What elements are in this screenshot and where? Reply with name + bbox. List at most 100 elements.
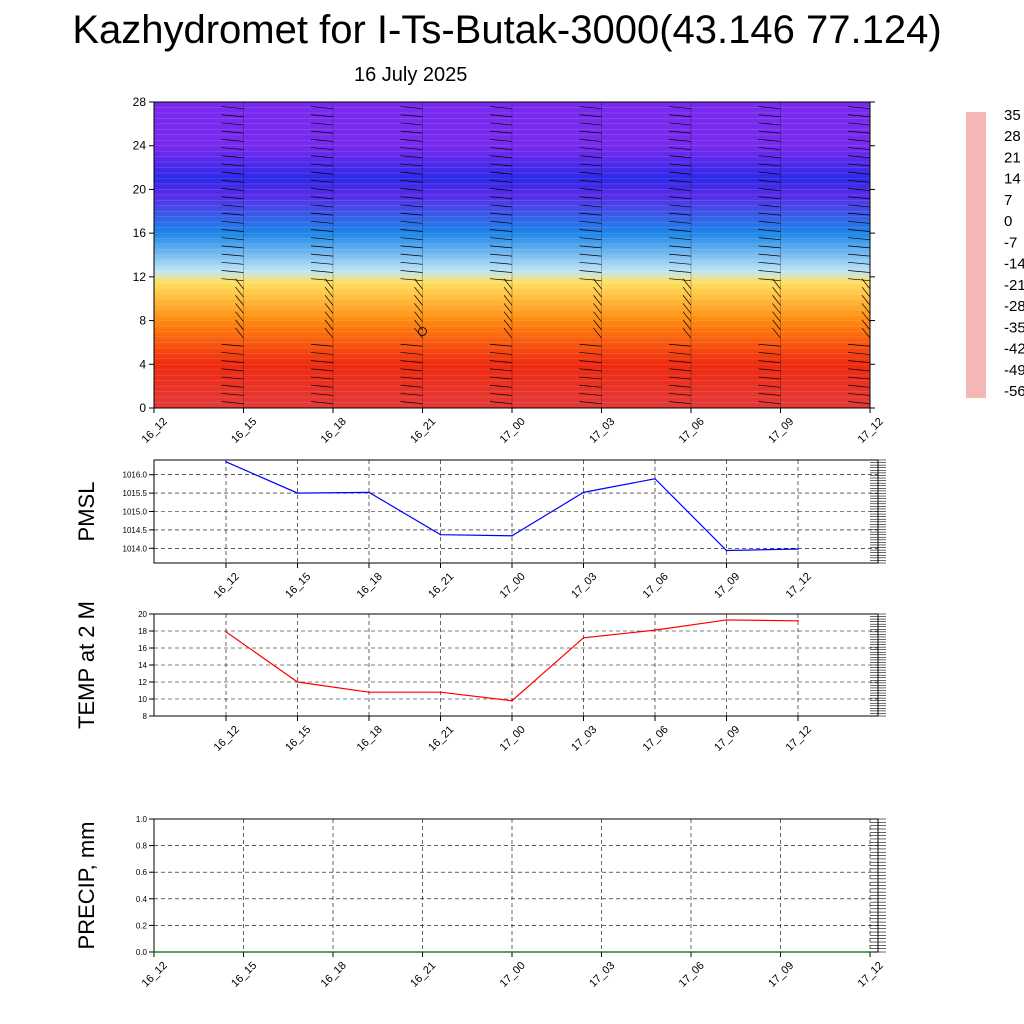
wind-barb — [847, 188, 871, 191]
wind-barb — [489, 220, 513, 224]
wind-barb — [503, 319, 513, 331]
wind-barb — [221, 360, 244, 363]
wind-barb-column — [489, 102, 513, 408]
wind-barb — [414, 295, 423, 306]
wind-temp-panel: 0 4 8 12 16 20 24 28 16_12 16_15 16_18 16_21 17_00 17… — [133, 95, 886, 446]
wind-barb — [400, 188, 423, 191]
wind-barb — [593, 319, 602, 331]
wind-barb — [668, 343, 692, 347]
wind-barb — [772, 319, 781, 331]
y-tick-label: 16 — [133, 226, 147, 240]
wind-barb — [489, 171, 513, 175]
wind-barb — [400, 237, 423, 241]
x-tick-label: 16_12 — [140, 960, 170, 990]
wind-barb — [847, 261, 871, 265]
wind-barb — [400, 163, 423, 167]
wind-barb — [221, 261, 244, 265]
wind-barb — [400, 376, 423, 380]
y-axis-label: TEMP at 2 M — [74, 601, 99, 729]
y-tick-label: 1015.5 — [123, 489, 148, 498]
x-tick-label: 16_21 — [408, 960, 438, 990]
x-tick-label: 16_15 — [283, 571, 313, 601]
wind-barb — [668, 163, 692, 167]
wind-barb — [503, 286, 513, 298]
wind-barb — [579, 171, 602, 175]
wind-barb — [668, 204, 692, 208]
wind-barb — [503, 303, 513, 314]
wind-barb — [310, 122, 334, 126]
wind-barb — [489, 147, 513, 150]
wind-barb — [235, 295, 244, 306]
wind-barb — [668, 360, 692, 363]
wind-barb — [310, 179, 334, 183]
wind-barb — [400, 122, 423, 126]
wind-barb — [400, 245, 423, 249]
wind-barb — [310, 393, 334, 396]
wind-barb — [668, 147, 692, 150]
chart-subtitle: 16 July 2025 — [354, 64, 468, 86]
y-tick-label: 1014.0 — [123, 544, 148, 553]
data-point — [582, 637, 585, 639]
x-tick-label: 17_03 — [569, 571, 599, 601]
wind-barb — [668, 401, 692, 404]
wind-barb — [400, 138, 423, 142]
wind-barb — [847, 384, 871, 388]
wind-barb — [682, 311, 692, 322]
wind-barb — [489, 163, 513, 167]
data-point — [511, 951, 513, 953]
data-point — [511, 699, 513, 702]
wind-barb — [414, 278, 423, 290]
wind-barb — [847, 368, 871, 372]
wind-barb — [772, 295, 781, 306]
wind-barb — [861, 303, 871, 314]
wind-barb — [503, 327, 513, 339]
wind-barb — [400, 106, 423, 109]
wind-barb — [668, 352, 692, 355]
wind-barb — [310, 245, 334, 249]
wind-barb — [400, 352, 423, 355]
wind-barb — [772, 303, 781, 314]
wind-barb — [668, 237, 692, 241]
y-tick-label: 1014.5 — [123, 526, 148, 535]
wind-barb — [758, 220, 781, 224]
wind-barb — [668, 245, 692, 249]
wind-barb — [489, 245, 513, 249]
wind-barb — [310, 253, 334, 257]
x-tick-label: 17_06 — [677, 416, 707, 446]
y-tick-label: 1.0 — [136, 815, 148, 824]
wind-barb — [758, 106, 781, 109]
wind-barb — [324, 295, 334, 306]
wind-barb — [310, 270, 334, 273]
wind-barb — [668, 270, 692, 273]
wind-barb — [579, 384, 602, 388]
x-tick-label: 17_12 — [784, 571, 814, 601]
wind-barb — [593, 278, 602, 290]
wind-barb — [310, 212, 334, 216]
wind-barb — [489, 179, 513, 183]
colorbar-label: -35 — [1004, 319, 1024, 336]
wind-barb — [861, 278, 871, 290]
wind-barb — [221, 278, 244, 282]
wind-barb — [668, 114, 692, 118]
y-tick-label: 20 — [138, 610, 147, 619]
wind-barb — [758, 229, 781, 232]
wind-barb-column — [310, 102, 334, 408]
wind-barb — [310, 114, 334, 118]
y-tick-label: 4 — [139, 357, 146, 371]
wind-barb — [489, 196, 513, 200]
colorbar-label: -42 — [1004, 341, 1024, 358]
wind-barb — [310, 343, 334, 347]
wind-barb — [579, 352, 602, 355]
wind-barb — [682, 327, 692, 339]
wind-barb — [221, 253, 244, 257]
data-point — [368, 491, 370, 494]
wind-barb — [414, 319, 423, 331]
wind-barb — [847, 401, 871, 404]
colorbar-label: -56 — [1004, 383, 1024, 400]
wind-barb — [221, 343, 244, 347]
wind-barb — [310, 384, 334, 388]
wind-barb-column — [400, 102, 423, 408]
wind-barb — [579, 229, 602, 232]
wind-barb — [772, 327, 781, 339]
wind-barb — [221, 204, 244, 208]
